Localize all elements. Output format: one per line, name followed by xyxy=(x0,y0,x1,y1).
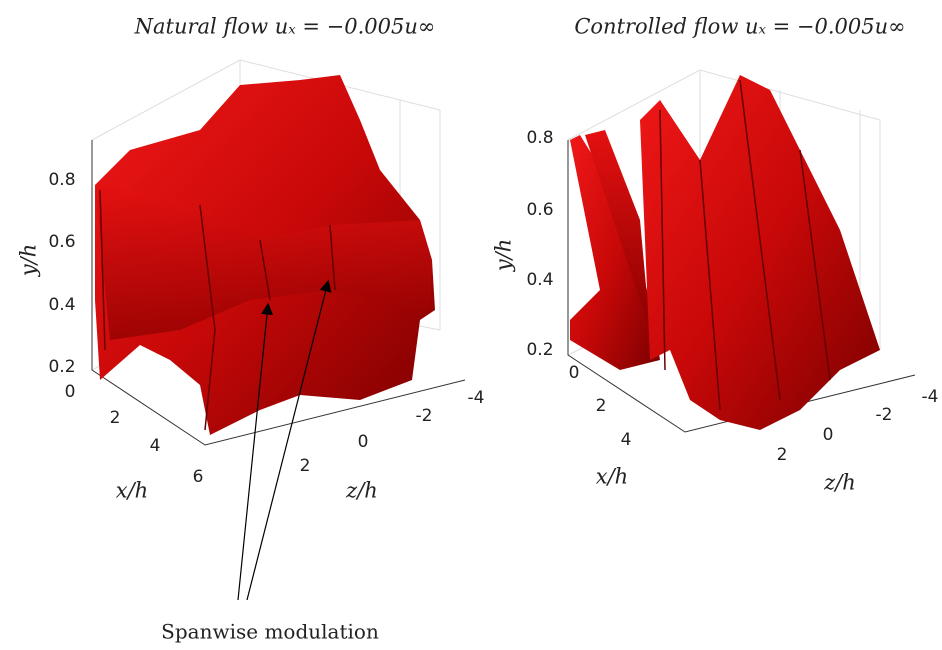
y-axis-label: y/h xyxy=(492,239,516,272)
z-tick-label: -4 xyxy=(922,387,939,407)
x-tick-label: 0 xyxy=(569,363,580,383)
z-tick-label: 2 xyxy=(300,456,311,476)
y-tick-label: 0.4 xyxy=(526,270,553,290)
y-tick-label: 0.4 xyxy=(48,295,75,315)
z-tick-label: 0 xyxy=(358,432,369,452)
arrow xyxy=(246,279,332,601)
arrow xyxy=(237,302,273,601)
z-axis-label: z/h xyxy=(345,479,378,503)
right-surface xyxy=(570,75,880,430)
z-tick-label: -2 xyxy=(416,406,433,426)
x-tick-label: 6 xyxy=(193,467,204,487)
x-tick-label: 0 xyxy=(65,382,76,402)
y-tick-label: 0.6 xyxy=(526,200,553,220)
x-tick-label: 4 xyxy=(621,430,632,450)
z-tick-label: -2 xyxy=(876,405,893,425)
x-tick-label: 4 xyxy=(150,436,161,456)
left-surface xyxy=(95,75,435,435)
z-tick-label: 0 xyxy=(823,425,834,445)
y-tick-label: 0.8 xyxy=(526,128,553,148)
panel-title: Natural flow uₓ = −0.005u∞ xyxy=(134,15,436,39)
z-axis-label: z/h xyxy=(823,471,856,495)
z-tick-label: -4 xyxy=(468,388,485,408)
y-tick-label: 0.6 xyxy=(48,232,75,252)
annotation: Spanwise modulation xyxy=(161,620,379,644)
y-tick-label: 0.8 xyxy=(48,170,75,190)
x-tick-label: 2 xyxy=(110,408,121,428)
y-axis-label: y/h xyxy=(17,244,41,277)
panel-title: Controlled flow uₓ = −0.005u∞ xyxy=(574,15,905,39)
x-axis-label: x/h xyxy=(596,465,628,489)
x-axis-label: x/h xyxy=(116,479,148,503)
y-tick-label: 0.2 xyxy=(526,340,553,360)
x-tick-label: 2 xyxy=(596,396,607,416)
z-tick-label: 2 xyxy=(777,445,788,465)
labels: Natural flow uₓ = −0.005u∞ y/h x/h z/h 0.8 0.… xyxy=(17,15,939,503)
y-tick-label: 0.2 xyxy=(48,357,75,377)
